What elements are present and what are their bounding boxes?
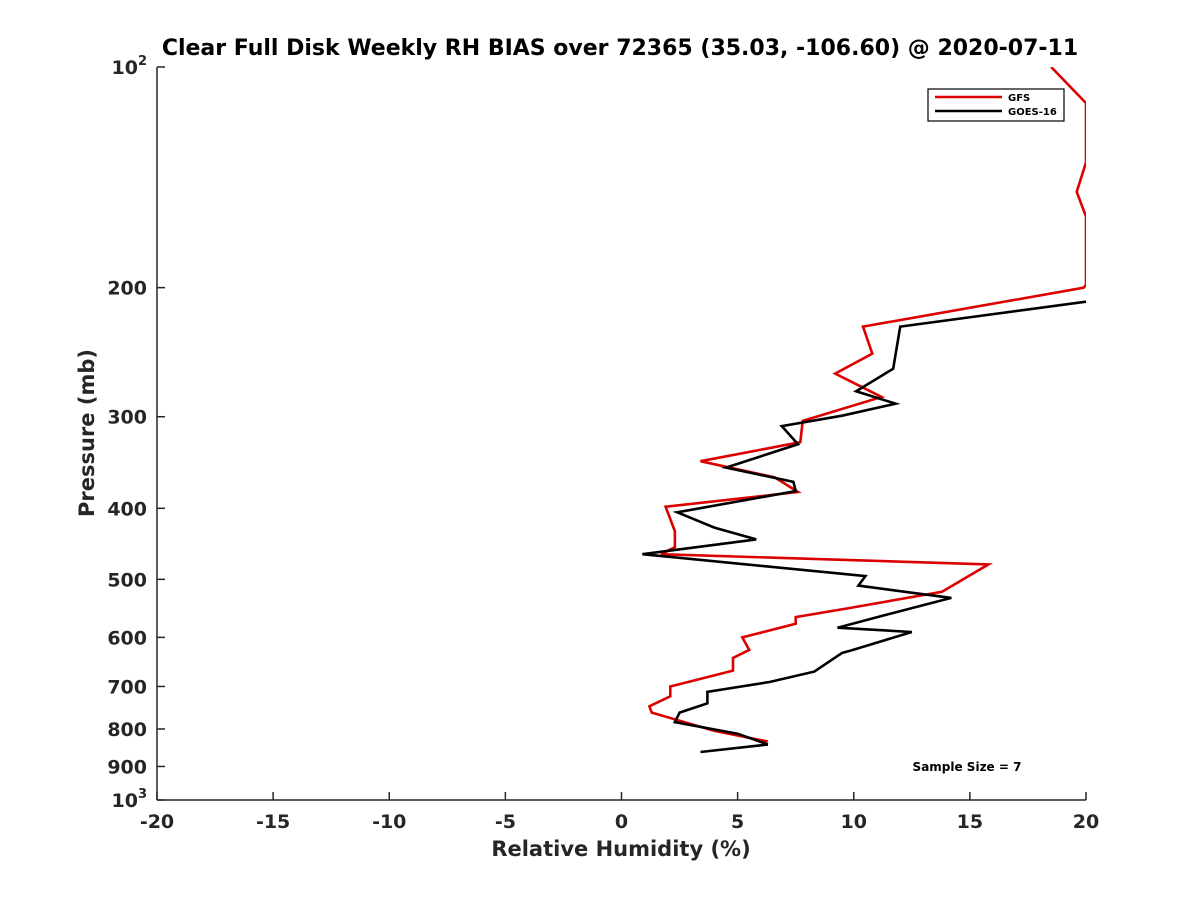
y-tick-label: 500 [107,569,147,591]
y-axis-label: Pressure (mb) [75,349,99,517]
y-tick-label: 400 [107,498,147,520]
y-tick-base: 10 [112,790,138,812]
axes-layer: -20 -15 -10 -5 0 5 10 15 20 200 300 400 500 600 700 800… [107,54,1099,833]
y-tick-label: 700 [107,676,147,698]
y-tick-label-power: 102 [112,54,148,79]
y-tick-label: 600 [107,627,147,649]
x-axis-label: Relative Humidity (%) [491,837,750,861]
x-tick-label: 20 [1073,811,1099,833]
y-tick-exponent: 2 [138,54,147,69]
x-tick-label: 10 [841,811,867,833]
y-tick-label: 800 [107,719,147,741]
y-tick-base: 10 [112,57,138,79]
x-tick-label: -5 [495,811,516,833]
x-tick-label: -20 [140,811,174,833]
sample-size-annotation: Sample Size = 7 [913,760,1022,774]
legend: GFS GOES-16 [927,88,1065,122]
series-line-gfs [647,67,1086,743]
legend-label-gfs: GFS [1008,93,1030,104]
y-tick-label-power: 103 [112,787,148,812]
legend-label-goes-16: GOES-16 [1008,107,1057,118]
series-line-goes-16 [642,300,1086,754]
x-tick-label: 15 [957,811,983,833]
x-tick-label: -15 [256,811,290,833]
x-tick-label: 5 [731,811,744,833]
chart-title: Clear Full Disk Weekly RH BIAS over 7236… [162,36,1078,61]
x-tick-label: 0 [615,811,628,833]
y-tick-exponent: 3 [138,787,147,802]
y-tick-label: 900 [107,756,147,778]
y-tick-label: 200 [107,278,147,300]
y-tick-label: 300 [107,407,147,429]
series-layer [642,67,1086,754]
legend-box [927,88,1065,122]
x-tick-label: -10 [372,811,406,833]
